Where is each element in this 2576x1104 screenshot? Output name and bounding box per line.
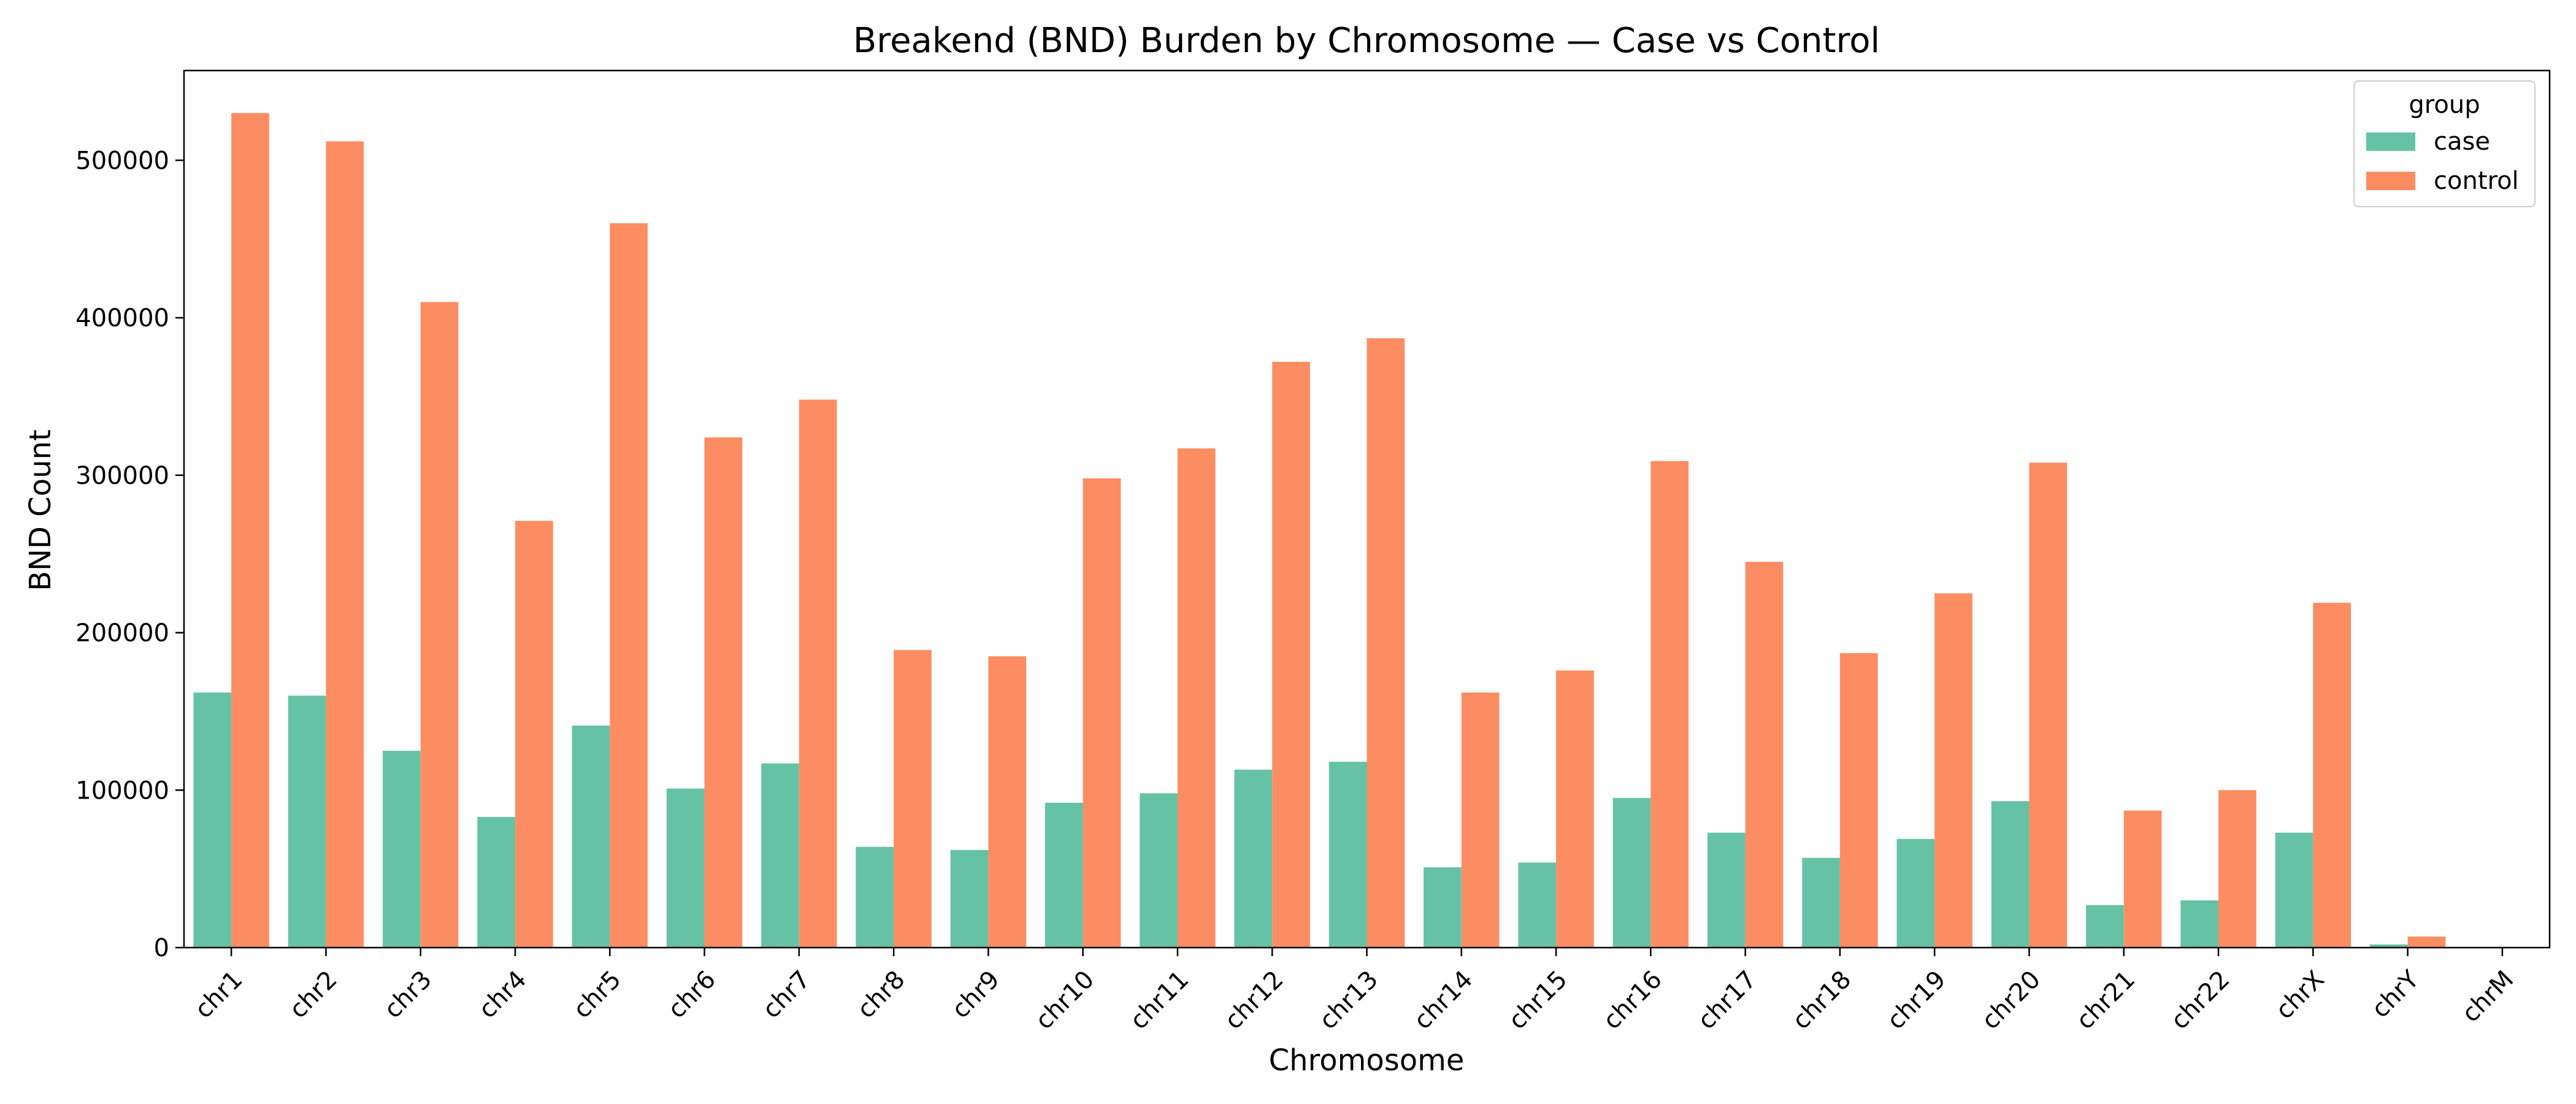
bar-control-chr22 <box>2218 790 2256 948</box>
bar-case-chr2 <box>288 696 326 948</box>
legend-title: group <box>2409 91 2480 119</box>
x-tick-label-chr1: chr1 <box>190 965 248 1024</box>
x-tick-label-chr8: chr8 <box>852 965 911 1024</box>
bar-case-chrX <box>2275 832 2313 948</box>
x-tick-label-chr2: chr2 <box>284 965 343 1024</box>
bar-control-chr1 <box>231 113 269 948</box>
legend-label-case: case <box>2434 128 2490 156</box>
plot-frame <box>183 69 2551 949</box>
x-tick-label-chr7: chr7 <box>757 965 816 1024</box>
bar-case-chr1 <box>193 692 232 948</box>
bar-control-chr13 <box>1367 338 1405 948</box>
bar-case-chr13 <box>1328 762 1367 948</box>
y-tick-label: 0 <box>154 934 169 962</box>
bar-control-chr10 <box>1083 478 1121 948</box>
legend-swatch-control <box>2366 172 2415 190</box>
bar-case-chrY <box>2369 944 2408 948</box>
x-tick-label-chr22: chr22 <box>2166 965 2236 1035</box>
legend-label-control: control <box>2434 167 2519 195</box>
bar-control-chr15 <box>1556 670 1594 948</box>
bar-control-chrY <box>2407 937 2446 948</box>
bar-control-chr8 <box>894 650 932 948</box>
bar-case-chr9 <box>950 849 989 948</box>
plot-area: 0 100000 200000 300000 400000 500000 chr1 chr2 c… <box>75 69 2551 1035</box>
bar-case-chr20 <box>1991 801 2030 948</box>
bar-control-chr18 <box>1839 653 1878 948</box>
bar-case-chr14 <box>1424 867 1462 948</box>
x-tick-label-chr3: chr3 <box>378 965 437 1024</box>
y-tick-label: 200000 <box>75 619 169 648</box>
bar-control-chr14 <box>1461 692 1500 948</box>
x-tick-label-chr10: chr10 <box>1030 965 1100 1035</box>
x-tick-label-chrY: chrY <box>2366 965 2425 1024</box>
bar-case-chr10 <box>1045 802 1083 948</box>
bar-case-chr18 <box>1802 857 1840 948</box>
bar-control-chr11 <box>1177 448 1216 948</box>
bar-case-chr17 <box>1707 832 1746 948</box>
x-tick-label-chr12: chr12 <box>1219 965 1289 1035</box>
x-tick-label-chr20: chr20 <box>1976 965 2046 1035</box>
bar-control-chr2 <box>326 141 364 948</box>
x-tick-label-chr17: chr17 <box>1692 965 1762 1035</box>
x-tick-label-chr13: chr13 <box>1314 965 1384 1035</box>
y-tick-label: 300000 <box>75 462 169 490</box>
y-axis-label: BND Count <box>23 429 58 591</box>
bar-control-chr16 <box>1650 461 1689 948</box>
x-tick-label-chr11: chr11 <box>1125 965 1195 1035</box>
x-tick-label-chr16: chr16 <box>1598 965 1668 1035</box>
x-tick-label-chrX: chrX <box>2271 965 2330 1025</box>
bar-control-chr12 <box>1272 361 1310 948</box>
legend-swatch-case <box>2366 132 2415 151</box>
x-tick-label-chr6: chr6 <box>662 965 721 1024</box>
bar-case-chr22 <box>2180 900 2219 948</box>
bar-case-chr19 <box>1896 838 1935 948</box>
bar-control-chr6 <box>704 437 743 948</box>
chart-title: Breakend (BND) Burden by Chromosome — Ca… <box>853 21 1880 61</box>
bar-control-chrX <box>2313 602 2352 948</box>
x-tick-label-chr4: chr4 <box>473 965 532 1024</box>
bar-case-chr8 <box>856 846 894 948</box>
x-tick-label-chr14: chr14 <box>1409 965 1479 1035</box>
x-tick-label-chr15: chr15 <box>1503 965 1573 1035</box>
bar-case-chr7 <box>761 763 799 948</box>
bar-control-chr7 <box>799 399 837 948</box>
bar-case-chr4 <box>477 816 515 948</box>
bar-control-chr19 <box>1934 593 1972 948</box>
bar-control-chr20 <box>2029 462 2068 948</box>
y-tick-label: 500000 <box>75 147 169 175</box>
x-tick-label-chr21: chr21 <box>2071 965 2141 1035</box>
bar-control-chr21 <box>2123 810 2162 948</box>
bar-control-chr5 <box>610 223 648 948</box>
bar-case-chr11 <box>1140 793 1178 948</box>
bar-case-chr3 <box>382 751 421 948</box>
bar-control-chr4 <box>515 521 553 948</box>
x-tick-label-chr9: chr9 <box>946 965 1005 1024</box>
bar-case-chr21 <box>2086 905 2124 948</box>
bar-case-chr16 <box>1612 798 1651 948</box>
x-tick-label-chr5: chr5 <box>568 965 627 1024</box>
x-axis-label: Chromosome <box>1269 1043 1465 1078</box>
x-tick-label-chrM: chrM <box>2456 965 2519 1028</box>
bar-control-chr9 <box>988 656 1027 948</box>
x-tick-label-chr18: chr18 <box>1787 965 1857 1035</box>
bar-case-chr15 <box>1518 862 1557 948</box>
bar-case-chr5 <box>572 726 610 948</box>
x-tick-label-chr19: chr19 <box>1882 965 1952 1035</box>
y-tick-label: 100000 <box>75 776 169 805</box>
bar-control-chr3 <box>420 302 459 948</box>
bar-case-chr6 <box>666 788 705 948</box>
bar-control-chr17 <box>1745 562 1784 948</box>
legend: group case control <box>2353 80 2536 207</box>
y-tick-label: 400000 <box>75 304 169 332</box>
bar-case-chr12 <box>1234 769 1273 948</box>
